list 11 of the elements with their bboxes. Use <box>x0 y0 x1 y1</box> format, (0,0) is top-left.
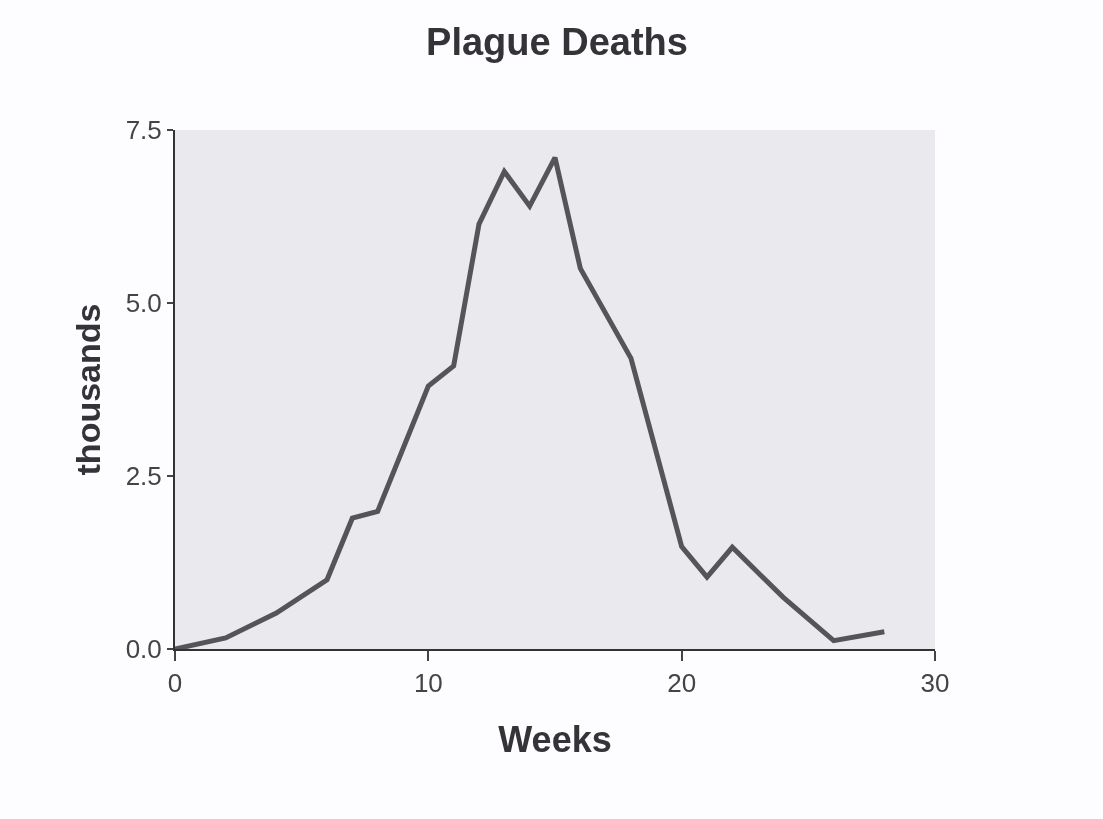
x-tick-label: 10 <box>413 668 443 699</box>
y-tick-label: 7.5 <box>125 115 162 146</box>
x-tick-label: 0 <box>167 668 183 699</box>
x-tick-label: 30 <box>920 668 950 699</box>
y-tick-label: 2.5 <box>125 461 162 492</box>
x-tick-label: 20 <box>667 668 697 699</box>
y-axis-title: thousands <box>68 303 107 476</box>
y-tick-label: 5.0 <box>125 288 162 319</box>
chart-title: Plague Deaths <box>426 21 688 64</box>
y-tick-label: 0.0 <box>125 634 162 665</box>
x-axis-title: Weeks <box>498 719 612 761</box>
